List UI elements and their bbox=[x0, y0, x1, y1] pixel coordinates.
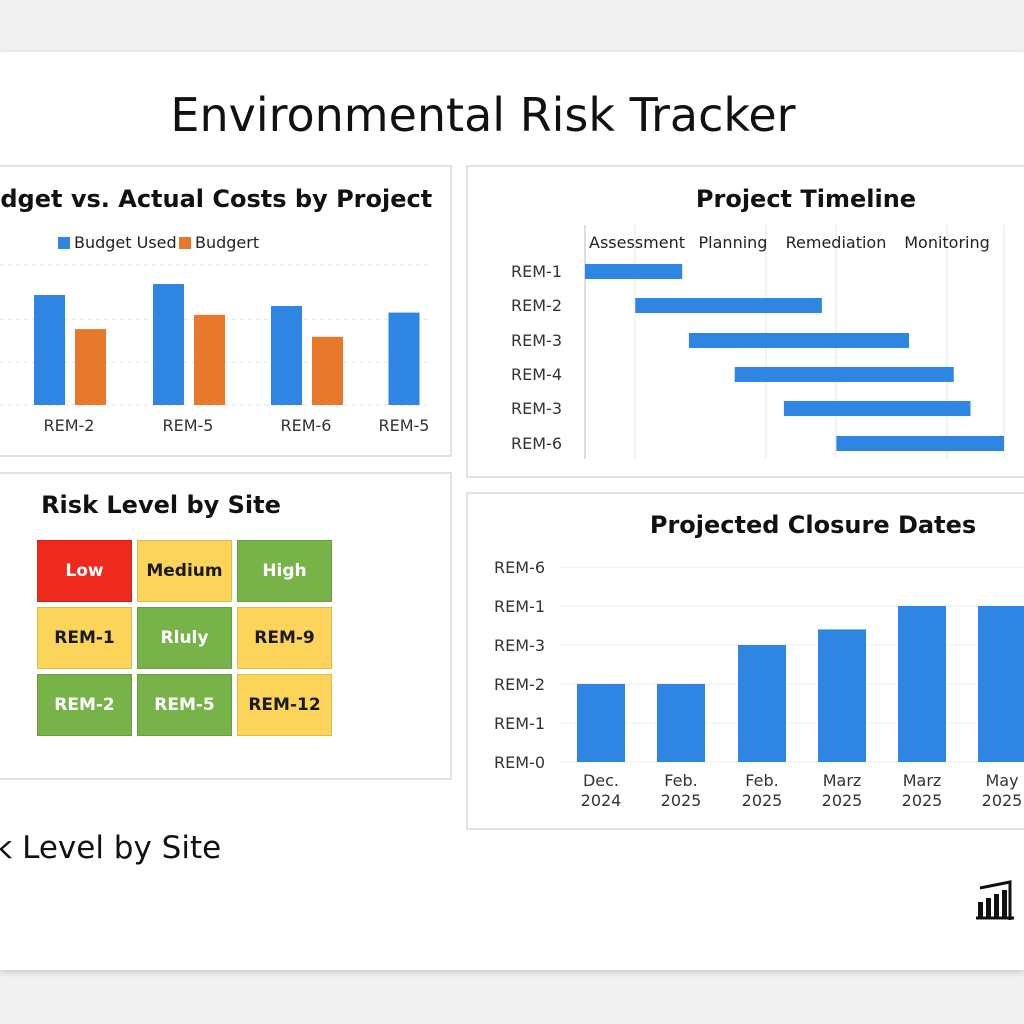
page-title: Environmental Risk Tracker bbox=[170, 88, 796, 142]
heatmap-cell-2-2: REM-12 bbox=[237, 674, 332, 736]
legend-swatch-1 bbox=[179, 237, 191, 249]
budget-chart-title: Budget vs. Actual Costs by Project bbox=[0, 185, 433, 213]
budget-bar-budget-used-0 bbox=[34, 295, 65, 405]
heatmap-title: Risk Level by Site bbox=[41, 491, 281, 519]
closure-x-tick-5: May 2025 bbox=[982, 771, 1023, 810]
legend-label-0: Budget Used bbox=[74, 233, 177, 252]
timeline-row-label-5: REM-6 bbox=[511, 434, 562, 453]
closure-bar-2 bbox=[738, 645, 786, 762]
timeline-bar-4 bbox=[783, 401, 971, 416]
budget-legend: Budget Used Budgert bbox=[58, 233, 259, 252]
budget-x-tick-0: REM-2 bbox=[44, 416, 95, 435]
timeline-phase-1: Planning bbox=[699, 233, 768, 252]
budget-bar-budgert-1 bbox=[194, 314, 225, 405]
timeline-row-label-3: REM-4 bbox=[511, 365, 562, 384]
closure-y-tick-3: REM-3 bbox=[494, 636, 545, 655]
heatmap-cell-2-0: REM-2 bbox=[37, 674, 132, 736]
closure-x-tick-2: Feb. 2025 bbox=[742, 771, 783, 810]
closure-chart: REM-0 REM-1 REM-2 REM-3 REM-1 REM-6 Dec. 2024 Fe… bbox=[494, 558, 1024, 810]
risk-panel: Risk Level by Site Low Medium High REM-1 Rlu… bbox=[0, 472, 452, 780]
timeline-row-label-0: REM-1 bbox=[511, 262, 562, 281]
timeline-phase-0: Assessment bbox=[589, 233, 685, 252]
closure-y-tick-4: REM-1 bbox=[494, 597, 545, 616]
closure-y-tick-2: REM-2 bbox=[494, 675, 545, 694]
heatmap-grid: Low Medium High REM-1 Rluly REM-9 REM-2 REM-5 RE… bbox=[37, 540, 337, 740]
timeline-phase-3: Monitoring bbox=[904, 233, 990, 252]
timeline-bar-2 bbox=[688, 333, 910, 348]
heatmap-cell-1-2: REM-9 bbox=[237, 607, 332, 669]
heatmap-cell-2-1: REM-5 bbox=[137, 674, 232, 736]
closure-bar-1 bbox=[657, 684, 705, 762]
closure-y-tick-0: REM-0 bbox=[494, 753, 545, 772]
legend-swatch-0 bbox=[58, 237, 70, 249]
budget-bar-budgert-2 bbox=[312, 336, 343, 405]
budget-chart: Budget Used Budgert REM-2 REM-5 REM-6 REM-5 bbox=[0, 233, 430, 435]
timeline-chart: Assessment Planning Remediation Monitoring R… bbox=[511, 225, 1005, 459]
bottom-heading: Risk Level by Site bbox=[0, 830, 222, 866]
closure-panel: Projected Closure Dates REM-0 REM-1 REM-2 R… bbox=[466, 492, 1024, 830]
heatmap-cell-1-1: Rluly bbox=[137, 607, 232, 669]
budget-bar-budget-used-3 bbox=[388, 312, 420, 405]
budget-x-tick-3: REM-5 bbox=[379, 416, 430, 435]
closure-x-tick-4: Marz 2025 bbox=[902, 771, 943, 810]
heatmap-cell-0-2: High bbox=[237, 540, 332, 602]
closure-bar-5 bbox=[978, 606, 1024, 762]
closure-bar-0 bbox=[577, 684, 625, 762]
timeline-bar-0 bbox=[585, 264, 683, 279]
timeline-bar-1 bbox=[635, 298, 822, 313]
closure-chart-title: Projected Closure Dates bbox=[649, 511, 977, 539]
timeline-bar-5 bbox=[836, 436, 1004, 451]
closure-bar-4 bbox=[898, 606, 946, 762]
budget-x-tick-2: REM-6 bbox=[281, 416, 332, 435]
closure-x-tick-0: Dec. 2024 bbox=[581, 771, 622, 810]
timeline-row-label-4: REM-3 bbox=[511, 399, 562, 418]
closure-x-tick-1: Feb. 2025 bbox=[661, 771, 702, 810]
budget-panel: Budget vs. Actual Costs by Project Budge… bbox=[0, 165, 452, 457]
budget-bar-budgert-0 bbox=[75, 329, 106, 405]
budget-x-tick-1: REM-5 bbox=[163, 416, 214, 435]
timeline-panel: Project Timeline Assessment Planning Remed… bbox=[466, 165, 1024, 478]
timeline-phase-2: Remediation bbox=[786, 233, 887, 252]
timeline-row-label-2: REM-3 bbox=[511, 331, 562, 350]
legend-label-1: Budgert bbox=[195, 233, 259, 252]
timeline-bar-3 bbox=[734, 367, 954, 382]
closure-y-tick-1: REM-1 bbox=[494, 714, 545, 733]
budget-bar-budget-used-1 bbox=[153, 284, 184, 405]
dashboard-page: Environmental Risk Tracker Budget vs. Ac… bbox=[0, 52, 1024, 970]
budget-bar-budget-used-2 bbox=[271, 306, 302, 405]
closure-x-tick-3: Marz 2025 bbox=[822, 771, 863, 810]
heatmap-cell-1-0: REM-1 bbox=[37, 607, 132, 669]
closure-bar-3 bbox=[818, 629, 866, 762]
powerbi-logo-icon bbox=[976, 880, 1014, 920]
closure-y-tick-5: REM-6 bbox=[494, 558, 545, 577]
heatmap-cell-0-1: Medium bbox=[137, 540, 232, 602]
timeline-chart-title: Project Timeline bbox=[695, 185, 917, 213]
heatmap-cell-0-0: Low bbox=[37, 540, 132, 602]
timeline-row-label-1: REM-2 bbox=[511, 296, 562, 315]
